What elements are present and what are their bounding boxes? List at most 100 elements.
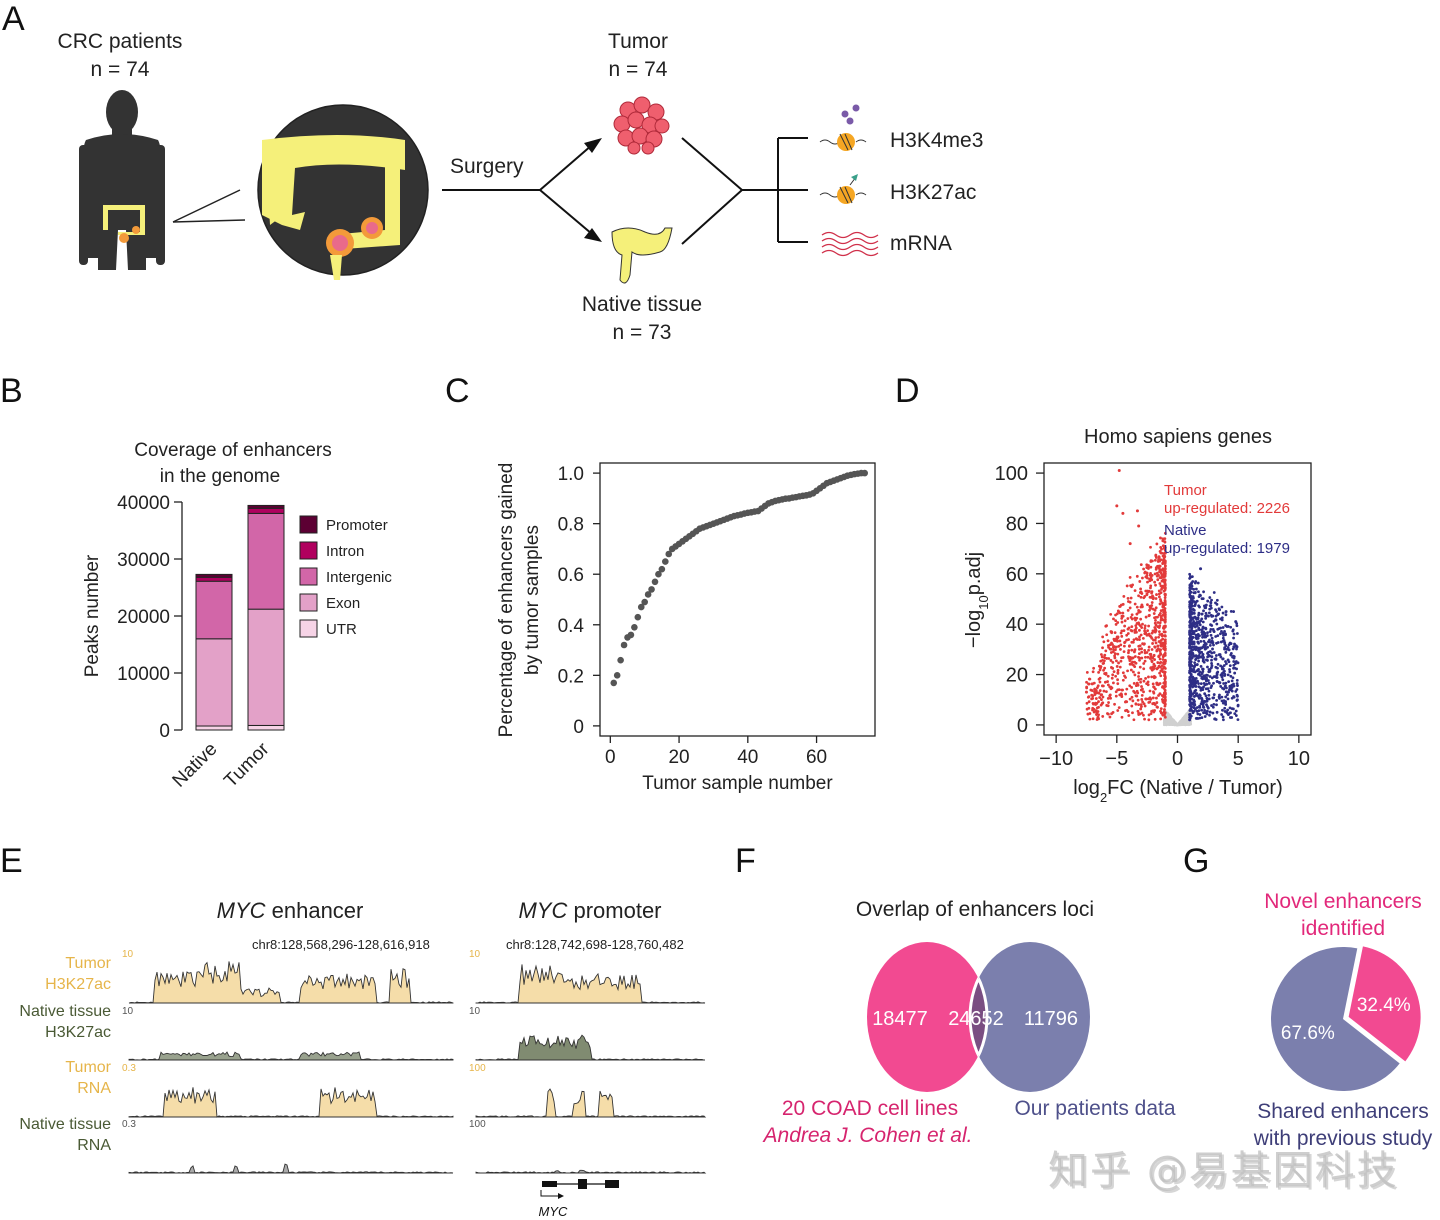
point-tumor-up xyxy=(1140,656,1144,660)
y-tick-label: 80 xyxy=(1006,513,1028,535)
point-native-up xyxy=(1203,683,1207,687)
point-native-up xyxy=(1210,639,1214,643)
point-native-up xyxy=(1221,715,1225,719)
point-tumor-up xyxy=(1087,677,1091,681)
track-scale-enhancer: 10 xyxy=(122,949,134,960)
point-native-up xyxy=(1192,710,1196,713)
y-tick-label: 1.0 xyxy=(558,464,584,485)
point-native-up xyxy=(1206,706,1210,710)
point-tumor-up xyxy=(1160,634,1164,638)
point-tumor-up xyxy=(1101,684,1105,688)
point-native-up xyxy=(1196,679,1199,683)
point-tumor-up xyxy=(1163,588,1167,592)
point-tumor-up xyxy=(1156,564,1159,568)
point-native-up xyxy=(1228,670,1232,674)
point-tumor-up xyxy=(1135,622,1139,625)
point-tumor-up xyxy=(1158,582,1162,585)
track-label-3-line2: RNA xyxy=(77,1137,111,1154)
point-tumor-up xyxy=(1155,681,1159,685)
point-native-up xyxy=(1228,664,1232,668)
point-tumor-up xyxy=(1159,558,1163,562)
point-native-up xyxy=(1205,673,1209,677)
legend-label-intergenic: Intergenic xyxy=(326,569,392,586)
point-tumor-up xyxy=(1138,665,1142,669)
point-native-up xyxy=(1193,591,1197,595)
point-native-up xyxy=(1222,699,1226,703)
myc-promoter-title-rest: promoter xyxy=(567,898,662,923)
point-tumor-up xyxy=(1126,596,1130,600)
point-not-significant xyxy=(1178,721,1181,724)
point-native-up xyxy=(1224,681,1228,685)
point-tumor-up xyxy=(1119,643,1123,647)
point-tumor-up xyxy=(1124,700,1127,704)
point-tumor-up xyxy=(1159,584,1163,588)
point-native-up xyxy=(1213,657,1217,661)
point-not-significant xyxy=(1186,721,1190,725)
point-tumor-up xyxy=(1163,540,1167,544)
point-tumor-up xyxy=(1123,640,1127,644)
point-native-up xyxy=(1229,651,1233,655)
point-tumor-up xyxy=(1163,596,1167,599)
point-not-significant xyxy=(1180,720,1184,723)
point-tumor-up xyxy=(1153,580,1157,584)
point-native-up xyxy=(1199,619,1203,623)
point-tumor-up xyxy=(1134,684,1138,687)
x-tick-label: Native xyxy=(169,739,222,792)
track-label-1-line2: H3K27ac xyxy=(45,1024,111,1041)
point-tumor-up xyxy=(1114,619,1118,623)
point-tumor-up xyxy=(1113,631,1117,635)
point-native-up xyxy=(1206,631,1209,635)
point-tumor-up xyxy=(1156,661,1160,664)
point-native-up xyxy=(1231,654,1235,658)
track-scale-promoter: 100 xyxy=(469,1063,486,1074)
point-tumor-up xyxy=(1152,710,1156,714)
point-tumor-up xyxy=(1151,596,1155,599)
point-tumor-up xyxy=(1143,571,1147,575)
point-native-up xyxy=(1208,710,1212,714)
point-native-up xyxy=(1235,632,1239,635)
point-native-up xyxy=(1199,655,1203,659)
point-tumor-up xyxy=(1157,555,1161,559)
point-native-up xyxy=(1197,627,1201,631)
point-tumor-up xyxy=(1159,615,1163,619)
panel-letter-g: G xyxy=(1183,842,1210,880)
point-native-up xyxy=(1201,635,1204,639)
point-tumor-up xyxy=(1098,680,1102,684)
point-tumor-up xyxy=(1128,606,1132,610)
point-tumor-up xyxy=(1159,669,1163,673)
point-native-up xyxy=(1236,684,1239,687)
point-tumor-up xyxy=(1157,630,1161,634)
point-native-up xyxy=(1222,718,1225,722)
point-native-up xyxy=(1199,702,1203,706)
point-native-up xyxy=(1212,630,1216,634)
point-tumor-up xyxy=(1109,647,1113,651)
point-native-up xyxy=(1210,661,1213,665)
point-native-up xyxy=(1224,624,1228,627)
point-tumor-up xyxy=(1126,632,1130,635)
point-tumor-up xyxy=(1096,691,1100,695)
point-tumor-up xyxy=(1085,701,1089,705)
point-native-up xyxy=(1215,680,1219,684)
point-native-up xyxy=(1232,636,1235,640)
point-native-up xyxy=(1209,601,1213,605)
point-native-up xyxy=(1191,607,1195,611)
point-tumor-up xyxy=(1163,708,1166,711)
y-tick-label: 0.2 xyxy=(558,666,584,687)
point-tumor-up xyxy=(1147,648,1150,652)
point-native-up xyxy=(1194,648,1198,652)
myc-enhancer-title: MYC enhancer xyxy=(170,898,410,924)
point-tumor-up xyxy=(1133,660,1137,664)
signal-tumor-rna-enhancer xyxy=(128,1087,454,1118)
point-tumor-up xyxy=(1106,712,1110,716)
point-tumor-up xyxy=(1139,587,1143,591)
venn-border-a xyxy=(970,942,989,1092)
point-native-up xyxy=(1201,667,1205,671)
point-tumor-up xyxy=(1158,633,1162,636)
point-tumor-up xyxy=(1137,671,1141,675)
point-native-up xyxy=(1199,682,1203,686)
point-native-up xyxy=(1210,658,1213,662)
point-tumor-up xyxy=(1152,638,1155,642)
point-native-up xyxy=(1197,685,1201,689)
point-native-up xyxy=(1232,645,1236,649)
native-tissue-label: Native tissue xyxy=(581,293,703,316)
